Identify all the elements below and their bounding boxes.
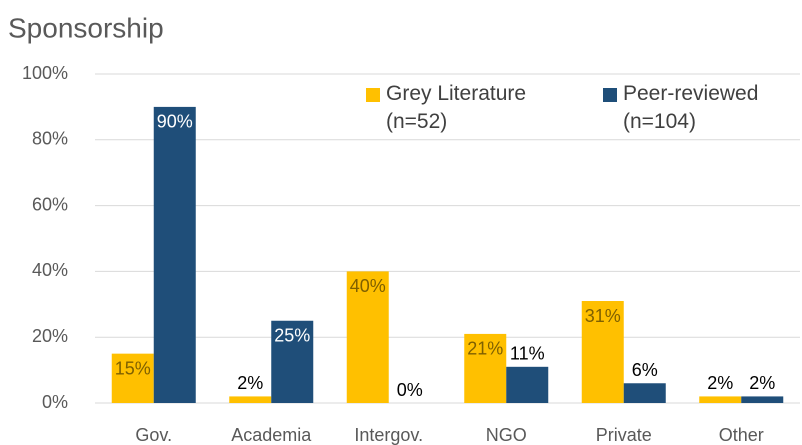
x-tick-label: Academia	[231, 425, 312, 445]
data-label: 31%	[585, 306, 621, 326]
x-tick-label: Private	[596, 425, 652, 445]
y-tick-label: 40%	[32, 260, 68, 280]
bar	[153, 106, 196, 404]
bar	[699, 396, 742, 403]
x-tick-label: Gov.	[135, 425, 172, 445]
data-label: 6%	[632, 360, 658, 380]
data-label: 15%	[115, 358, 151, 378]
data-label: 90%	[157, 112, 193, 132]
y-tick-label: 80%	[32, 129, 68, 149]
y-tick-label: 60%	[32, 194, 68, 214]
legend-swatch	[603, 88, 617, 102]
data-label: 40%	[350, 276, 386, 296]
y-tick-label: 0%	[42, 392, 68, 412]
chart-title: Sponsorship	[8, 12, 164, 43]
bar	[741, 396, 784, 403]
y-tick-label: 100%	[22, 63, 68, 83]
bar	[581, 301, 624, 403]
bar	[346, 271, 389, 403]
bar	[623, 383, 666, 403]
data-label: 21%	[467, 339, 503, 359]
y-tick-label: 20%	[32, 326, 68, 346]
x-tick-label: Intergov.	[354, 425, 423, 445]
x-tick-label: Other	[719, 425, 764, 445]
data-label: 11%	[510, 344, 545, 364]
data-label: 2%	[707, 373, 733, 393]
legend-swatch	[366, 88, 380, 102]
data-label: 0%	[397, 380, 423, 400]
data-label: 2%	[749, 373, 775, 393]
bar	[271, 320, 314, 403]
legend-label: Grey Literature (n=52)	[386, 82, 527, 133]
bar	[229, 396, 272, 403]
x-tick-label: NGO	[486, 425, 527, 445]
bar	[111, 353, 154, 403]
legend-label: Peer-reviewed (n=104)	[623, 82, 759, 133]
data-label: 2%	[237, 373, 263, 393]
bar	[464, 333, 507, 403]
bar	[506, 366, 549, 403]
data-label: 25%	[274, 326, 310, 346]
